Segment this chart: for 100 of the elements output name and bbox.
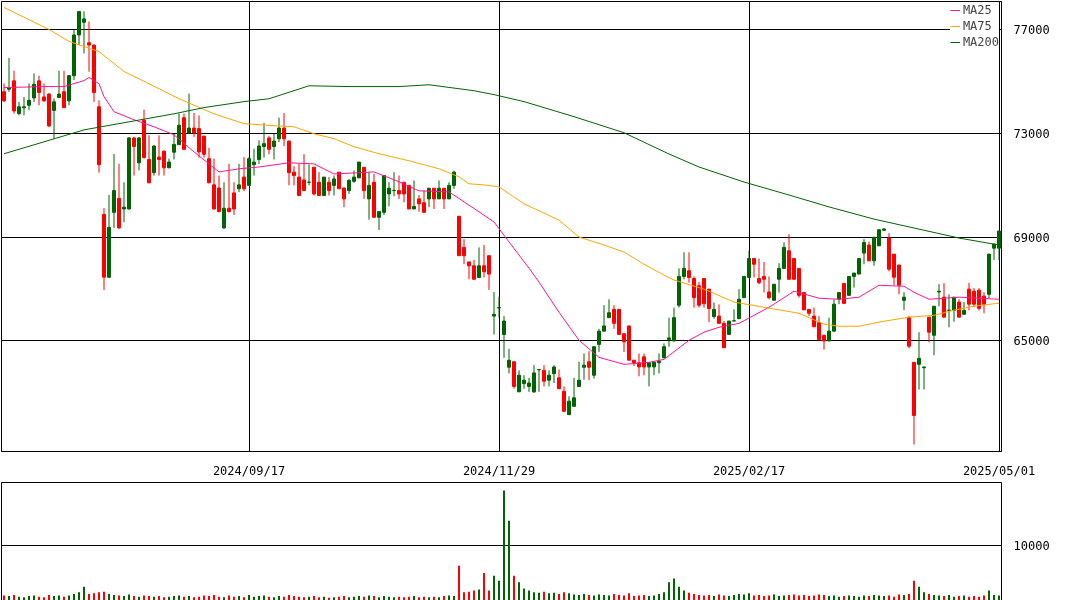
bar: [173, 596, 175, 600]
candlestick: [577, 361, 581, 387]
candlestick: [112, 153, 116, 229]
bar: [568, 593, 570, 600]
candlestick: [362, 166, 366, 200]
bar: [393, 597, 395, 600]
candlestick: [582, 352, 586, 381]
bar: [483, 572, 485, 600]
candlestick: [552, 364, 556, 384]
bar: [883, 596, 885, 600]
bar: [248, 595, 250, 600]
candlestick: [27, 82, 31, 111]
bar: [413, 596, 415, 600]
candlestick: [687, 251, 691, 284]
candlestick: [927, 316, 931, 343]
bar: [163, 597, 165, 600]
bar: [133, 596, 135, 600]
bar: [468, 591, 470, 600]
bar: [333, 597, 335, 600]
bar: [518, 582, 520, 600]
bar: [633, 596, 635, 600]
bar: [293, 596, 295, 600]
bar: [303, 597, 305, 600]
bar: [473, 590, 475, 600]
bar: [678, 586, 680, 600]
bar: [583, 593, 585, 600]
bar: [898, 594, 900, 600]
bar: [648, 596, 650, 600]
bar: [488, 590, 490, 600]
bar: [588, 595, 590, 600]
bar: [348, 597, 350, 600]
bar: [528, 590, 530, 600]
bar: [383, 596, 385, 600]
bar: [8, 596, 10, 600]
bar: [403, 597, 405, 600]
bar: [993, 595, 995, 600]
bar: [188, 596, 190, 600]
bar: [358, 596, 360, 600]
bar: [503, 490, 505, 600]
bar: [493, 575, 495, 600]
bar: [598, 594, 600, 600]
bar: [688, 592, 690, 600]
bar: [98, 592, 100, 600]
bar: [538, 592, 540, 600]
bar: [618, 595, 620, 600]
bar: [923, 592, 925, 600]
candlestick: [7, 57, 11, 93]
candlestick: [267, 135, 271, 155]
bar: [373, 596, 375, 600]
bar: [193, 597, 195, 600]
bar: [713, 596, 715, 600]
bar: [663, 592, 665, 600]
candlestick: [962, 301, 966, 315]
bar: [458, 565, 460, 600]
x-tick-label: 2024/11/29: [462, 463, 536, 478]
bar: [123, 596, 125, 600]
bar: [793, 594, 795, 600]
candlestick: [272, 133, 276, 160]
bar: [378, 597, 380, 600]
bar: [278, 596, 280, 600]
bar: [973, 596, 975, 600]
candlestick: [62, 70, 66, 109]
candlestick: [767, 275, 771, 300]
bar: [443, 596, 445, 600]
bar: [573, 594, 575, 600]
bar: [43, 597, 45, 600]
candlestick: [242, 156, 246, 192]
bar: [643, 595, 645, 600]
x-tick-label: 2025/02/17: [712, 463, 786, 478]
bar: [108, 593, 110, 600]
bar: [158, 596, 160, 600]
candlestick: [327, 176, 331, 197]
candlestick: [32, 72, 36, 103]
candlestick: [412, 179, 416, 210]
candlestick: [57, 70, 61, 99]
bar: [933, 595, 935, 600]
bar: [988, 590, 990, 600]
bar: [668, 582, 670, 600]
bar: [748, 593, 750, 600]
bar: [213, 595, 215, 600]
bar: [873, 595, 875, 600]
legend-label: MA75: [962, 19, 992, 33]
bar: [533, 592, 535, 600]
bar: [718, 594, 720, 600]
bar: [513, 575, 515, 600]
bar: [603, 595, 605, 600]
bar: [478, 589, 480, 600]
legend-label: MA25: [962, 3, 992, 17]
bar: [728, 596, 730, 600]
candlestick: [52, 98, 56, 140]
candlestick: [587, 350, 591, 381]
bar: [818, 594, 820, 600]
bar: [273, 597, 275, 600]
bar: [913, 580, 915, 600]
candlestick: [187, 93, 191, 134]
candlestick: [477, 246, 481, 278]
bar: [683, 590, 685, 600]
candlestick: [222, 181, 226, 230]
bar: [128, 594, 130, 600]
bar: [853, 596, 855, 600]
